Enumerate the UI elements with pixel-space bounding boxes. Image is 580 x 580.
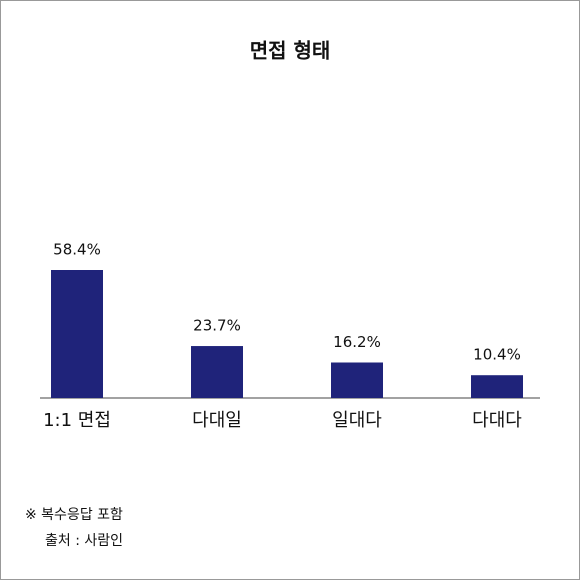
value-label: 58.4% [53,241,101,259]
value-label: 23.7% [193,317,241,335]
value-label: 10.4% [473,346,521,364]
source: 출처 : 사람인 [45,533,123,549]
chart-title: 면접 형태 [250,39,331,63]
x-tick-label: 일대다 [332,410,382,431]
bar [191,346,243,398]
bar [471,375,523,398]
x-tick-label: 다대일 [192,410,242,431]
x-tick-label: 1:1 면접 [43,410,111,431]
value-label: 16.2% [333,333,381,351]
x-tick-label: 다대다 [472,410,522,431]
footnote: ※ 복수응답 포함 [25,507,123,523]
bar [331,362,383,398]
bar [51,270,103,398]
